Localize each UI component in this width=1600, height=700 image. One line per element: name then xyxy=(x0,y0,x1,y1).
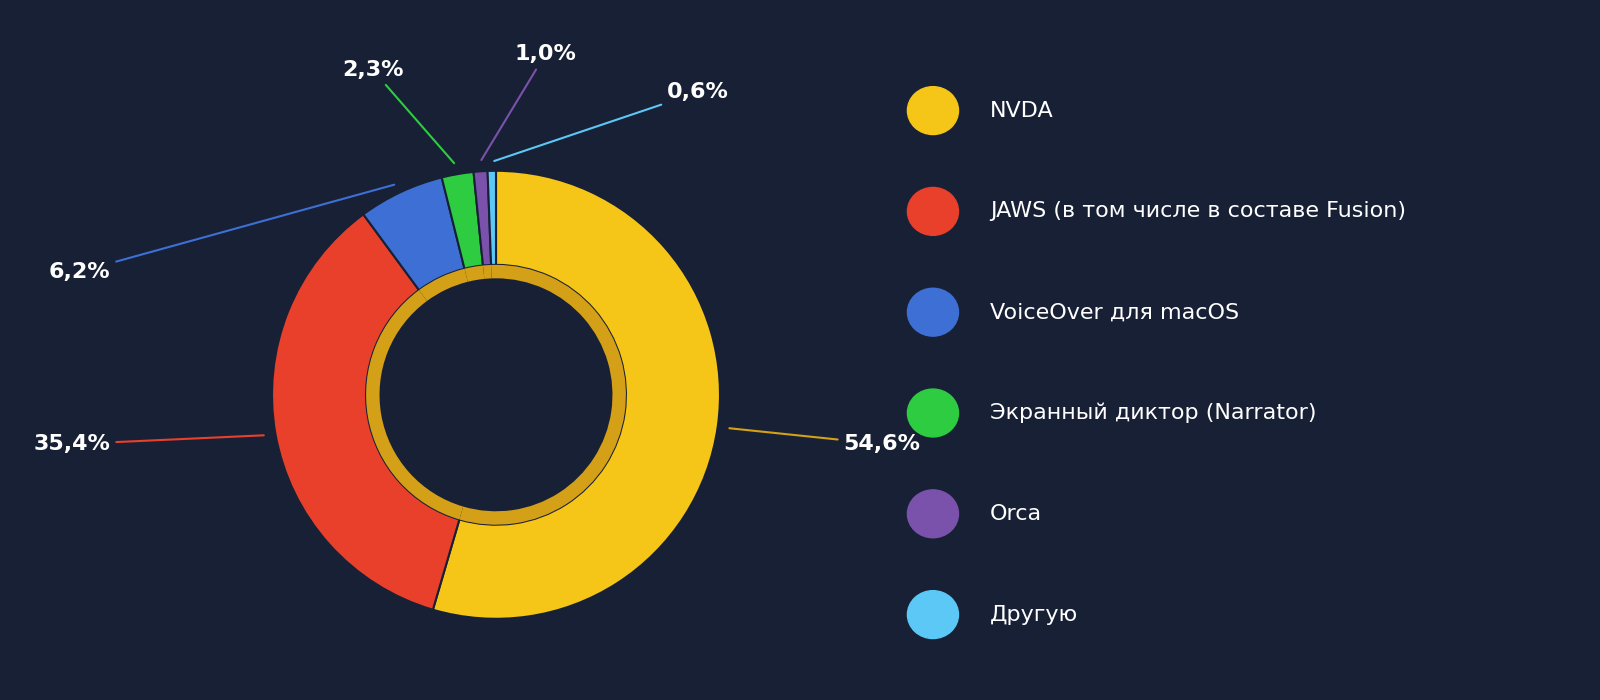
Wedge shape xyxy=(363,178,464,290)
Wedge shape xyxy=(459,265,626,525)
Text: Orca: Orca xyxy=(990,504,1042,524)
Circle shape xyxy=(907,87,958,134)
Wedge shape xyxy=(366,290,462,519)
Text: 1,0%: 1,0% xyxy=(482,44,576,160)
Wedge shape xyxy=(488,171,496,265)
Circle shape xyxy=(907,591,958,638)
Text: NVDA: NVDA xyxy=(990,101,1054,120)
Wedge shape xyxy=(474,171,491,265)
Text: VoiceOver для macOS: VoiceOver для macOS xyxy=(990,302,1240,322)
Circle shape xyxy=(907,188,958,235)
Text: 54,6%: 54,6% xyxy=(730,428,920,454)
Text: 2,3%: 2,3% xyxy=(342,60,454,163)
Text: 0,6%: 0,6% xyxy=(494,83,728,161)
Text: Другую: Другую xyxy=(990,605,1078,624)
Wedge shape xyxy=(442,172,483,269)
Circle shape xyxy=(907,490,958,538)
Wedge shape xyxy=(491,265,496,279)
Text: 35,4%: 35,4% xyxy=(34,434,264,454)
Text: Экранный диктор (Narrator): Экранный диктор (Narrator) xyxy=(990,402,1317,423)
Circle shape xyxy=(907,288,958,336)
Wedge shape xyxy=(419,269,467,301)
Circle shape xyxy=(907,389,958,437)
Text: JAWS (в том числе в составе Fusion): JAWS (в том числе в составе Fusion) xyxy=(990,202,1406,221)
Wedge shape xyxy=(272,214,459,610)
Text: 6,2%: 6,2% xyxy=(50,185,394,281)
Wedge shape xyxy=(464,265,485,282)
Wedge shape xyxy=(483,265,491,279)
Wedge shape xyxy=(434,171,720,619)
